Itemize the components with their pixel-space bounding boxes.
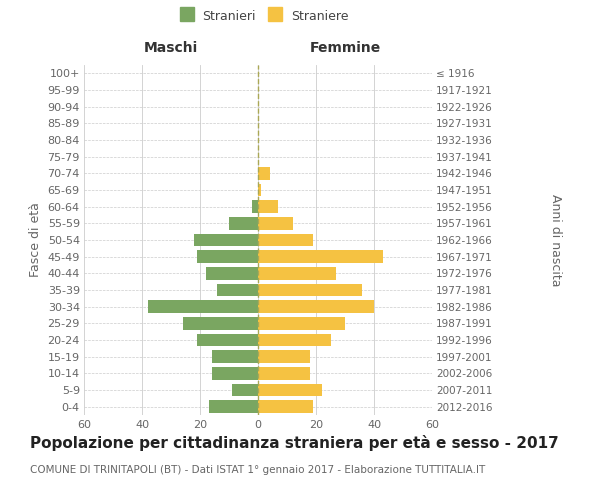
Bar	[258, 184, 261, 196]
Bar	[258, 400, 313, 413]
Bar	[217, 284, 258, 296]
Legend: Stranieri, Straniere: Stranieri, Straniere	[176, 6, 352, 26]
Bar	[258, 300, 374, 313]
Bar	[212, 367, 258, 380]
Bar	[258, 284, 362, 296]
Bar	[258, 317, 345, 330]
Bar	[232, 384, 258, 396]
Y-axis label: Fasce di età: Fasce di età	[29, 202, 42, 278]
Bar	[197, 250, 258, 263]
Bar	[258, 350, 310, 363]
Text: Femmine: Femmine	[310, 41, 380, 55]
Bar	[206, 267, 258, 280]
Bar	[148, 300, 258, 313]
Bar	[258, 334, 331, 346]
Text: Maschi: Maschi	[144, 41, 198, 55]
Bar	[182, 317, 258, 330]
Text: COMUNE DI TRINITAPOLI (BT) - Dati ISTAT 1° gennaio 2017 - Elaborazione TUTTITALI: COMUNE DI TRINITAPOLI (BT) - Dati ISTAT …	[30, 465, 485, 475]
Bar	[209, 400, 258, 413]
Bar	[258, 367, 310, 380]
Bar	[258, 250, 383, 263]
Bar	[252, 200, 258, 213]
Y-axis label: Anni di nascita: Anni di nascita	[550, 194, 562, 286]
Bar	[212, 350, 258, 363]
Bar	[197, 334, 258, 346]
Bar	[258, 384, 322, 396]
Bar	[258, 200, 278, 213]
Text: Popolazione per cittadinanza straniera per età e sesso - 2017: Popolazione per cittadinanza straniera p…	[30, 435, 559, 451]
Bar	[258, 217, 293, 230]
Bar	[194, 234, 258, 246]
Bar	[258, 167, 269, 179]
Bar	[258, 267, 337, 280]
Bar	[258, 234, 313, 246]
Bar	[229, 217, 258, 230]
